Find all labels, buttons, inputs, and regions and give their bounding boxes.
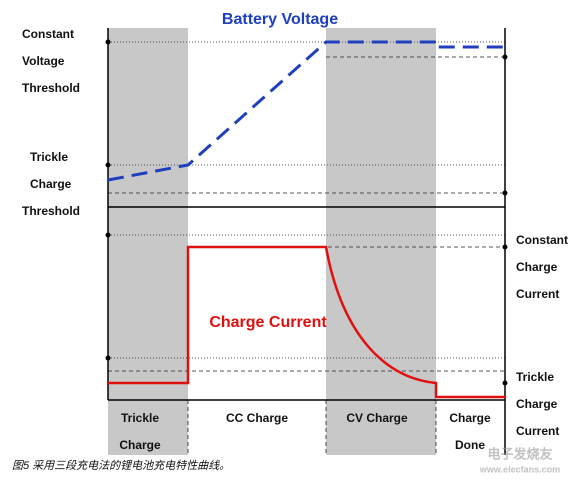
dot bbox=[105, 39, 111, 45]
dot bbox=[105, 232, 111, 238]
dot bbox=[502, 244, 508, 250]
markers bbox=[105, 39, 508, 386]
phase-label: CV Charge bbox=[346, 411, 408, 425]
right-label: Charge bbox=[516, 260, 558, 274]
phase-label: Charge bbox=[449, 411, 491, 425]
left-label: Threshold bbox=[22, 81, 80, 95]
current-curve bbox=[108, 245, 505, 399]
right-label: Trickle bbox=[516, 370, 554, 384]
voltage-title: Battery Voltage bbox=[222, 11, 338, 28]
watermark: www.elecfans.com bbox=[479, 464, 560, 474]
phase-label: Done bbox=[455, 438, 485, 452]
left-label: Threshold bbox=[22, 204, 80, 218]
right-label: Current bbox=[516, 287, 559, 301]
voltage-curve bbox=[107, 40, 505, 182]
cv-phase-shade bbox=[326, 28, 436, 455]
trickle-phase-shade bbox=[108, 28, 188, 455]
dot bbox=[502, 190, 508, 196]
watermark: 电子发烧友 bbox=[487, 446, 552, 461]
dot bbox=[502, 380, 508, 386]
phase-label: CC Charge bbox=[226, 411, 288, 425]
caption: 图5 采用三段充电法的锂电池充电特性曲线。 bbox=[12, 459, 230, 472]
left-label: Constant bbox=[22, 27, 74, 41]
dot bbox=[502, 54, 508, 60]
right-label: Current bbox=[516, 424, 559, 438]
left-label: Trickle bbox=[30, 150, 68, 164]
left-label: Voltage bbox=[22, 54, 65, 68]
current-title: Charge Current bbox=[209, 314, 327, 331]
right-label: Constant bbox=[516, 233, 568, 247]
left-label: Charge bbox=[30, 177, 72, 191]
phase-label: Trickle bbox=[121, 411, 159, 425]
dot bbox=[105, 355, 111, 361]
reference-lines bbox=[108, 41, 505, 455]
dot bbox=[105, 162, 111, 168]
phase-label: Charge bbox=[119, 438, 161, 452]
right-label: Charge bbox=[516, 397, 558, 411]
